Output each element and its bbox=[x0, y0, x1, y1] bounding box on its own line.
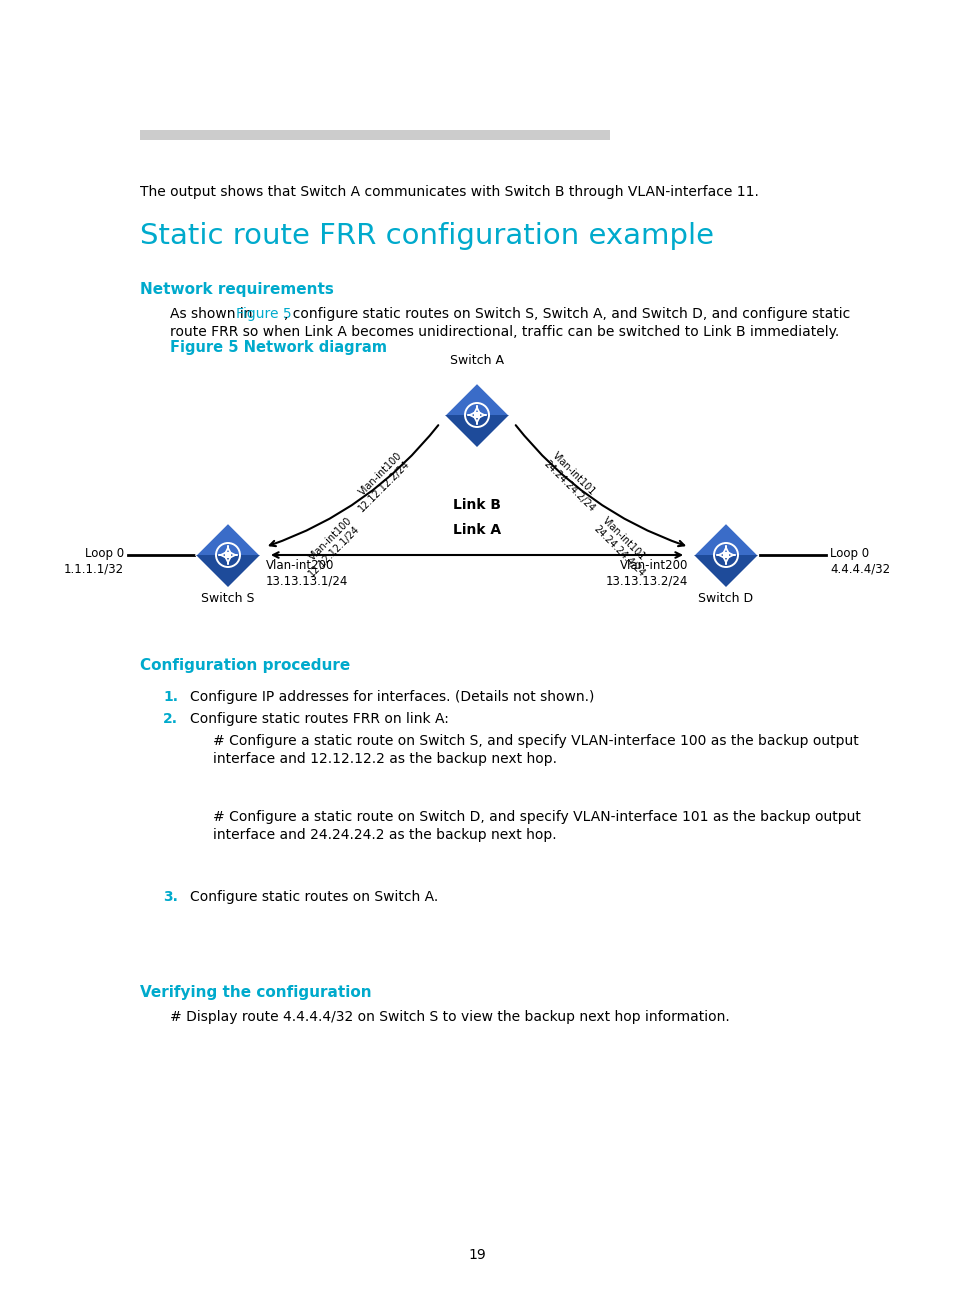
Text: Vlan-int200
13.13.13.2/24: Vlan-int200 13.13.13.2/24 bbox=[605, 559, 687, 587]
Polygon shape bbox=[195, 524, 260, 587]
Circle shape bbox=[474, 412, 479, 417]
Text: Vlan-int100
12.12.12.1/24: Vlan-int100 12.12.12.1/24 bbox=[298, 515, 361, 578]
Text: Network requirements: Network requirements bbox=[140, 283, 334, 297]
Polygon shape bbox=[444, 384, 509, 447]
Text: interface and 12.12.12.2 as the backup next hop.: interface and 12.12.12.2 as the backup n… bbox=[213, 752, 557, 766]
Text: Vlan-int100
12.12.12.2/24: Vlan-int100 12.12.12.2/24 bbox=[348, 450, 412, 513]
Text: 1.: 1. bbox=[163, 689, 178, 704]
Text: # Display route 4.4.4.4/32 on Switch S to view the backup next hop information.: # Display route 4.4.4.4/32 on Switch S t… bbox=[170, 1010, 729, 1024]
Text: Vlan-int101
24.24.24.2/24: Vlan-int101 24.24.24.2/24 bbox=[541, 450, 605, 513]
Text: Link B: Link B bbox=[453, 498, 500, 512]
Polygon shape bbox=[195, 555, 260, 587]
Text: Configure static routes FRR on link A:: Configure static routes FRR on link A: bbox=[190, 712, 449, 726]
Text: Configure static routes on Switch A.: Configure static routes on Switch A. bbox=[190, 890, 437, 905]
Text: , configure static routes on Switch S, Switch A, and Switch D, and configure sta: , configure static routes on Switch S, S… bbox=[284, 307, 849, 321]
Bar bbox=[140, 130, 609, 140]
Text: Loop 0
4.4.4.4/32: Loop 0 4.4.4.4/32 bbox=[829, 547, 889, 575]
Text: interface and 24.24.24.2 as the backup next hop.: interface and 24.24.24.2 as the backup n… bbox=[213, 828, 556, 842]
Text: Switch S: Switch S bbox=[201, 592, 254, 605]
Circle shape bbox=[225, 552, 231, 557]
Text: 2.: 2. bbox=[163, 712, 178, 726]
Text: Verifying the configuration: Verifying the configuration bbox=[140, 985, 372, 1001]
Text: As shown in: As shown in bbox=[170, 307, 256, 321]
Text: Figure 5 Network diagram: Figure 5 Network diagram bbox=[170, 340, 387, 355]
Text: Configuration procedure: Configuration procedure bbox=[140, 658, 350, 673]
Text: Vlan-int101
24.24.24.4/24: Vlan-int101 24.24.24.4/24 bbox=[592, 515, 655, 578]
Text: Figure 5: Figure 5 bbox=[235, 307, 292, 321]
Text: route FRR so when Link A becomes unidirectional, traffic can be switched to Link: route FRR so when Link A becomes unidire… bbox=[170, 325, 839, 340]
Text: Loop 0
1.1.1.1/32: Loop 0 1.1.1.1/32 bbox=[64, 547, 124, 575]
Text: 3.: 3. bbox=[163, 890, 177, 905]
Text: # Configure a static route on Switch D, and specify VLAN-interface 101 as the ba: # Configure a static route on Switch D, … bbox=[213, 810, 860, 824]
Text: 19: 19 bbox=[468, 1248, 485, 1262]
Polygon shape bbox=[693, 555, 758, 587]
Text: # Configure a static route on Switch S, and specify VLAN-interface 100 as the ba: # Configure a static route on Switch S, … bbox=[213, 734, 858, 748]
Text: The output shows that Switch A communicates with Switch B through VLAN-interface: The output shows that Switch A communica… bbox=[140, 185, 758, 200]
Text: Vlan-int200
13.13.13.1/24: Vlan-int200 13.13.13.1/24 bbox=[266, 559, 348, 587]
Text: Configure IP addresses for interfaces. (Details not shown.): Configure IP addresses for interfaces. (… bbox=[190, 689, 594, 704]
Text: Switch A: Switch A bbox=[450, 354, 503, 367]
Polygon shape bbox=[444, 415, 509, 447]
Text: Switch D: Switch D bbox=[698, 592, 753, 605]
Polygon shape bbox=[693, 524, 758, 587]
Circle shape bbox=[722, 552, 728, 557]
Text: Static route FRR configuration example: Static route FRR configuration example bbox=[140, 222, 713, 250]
Text: Link A: Link A bbox=[453, 524, 500, 537]
